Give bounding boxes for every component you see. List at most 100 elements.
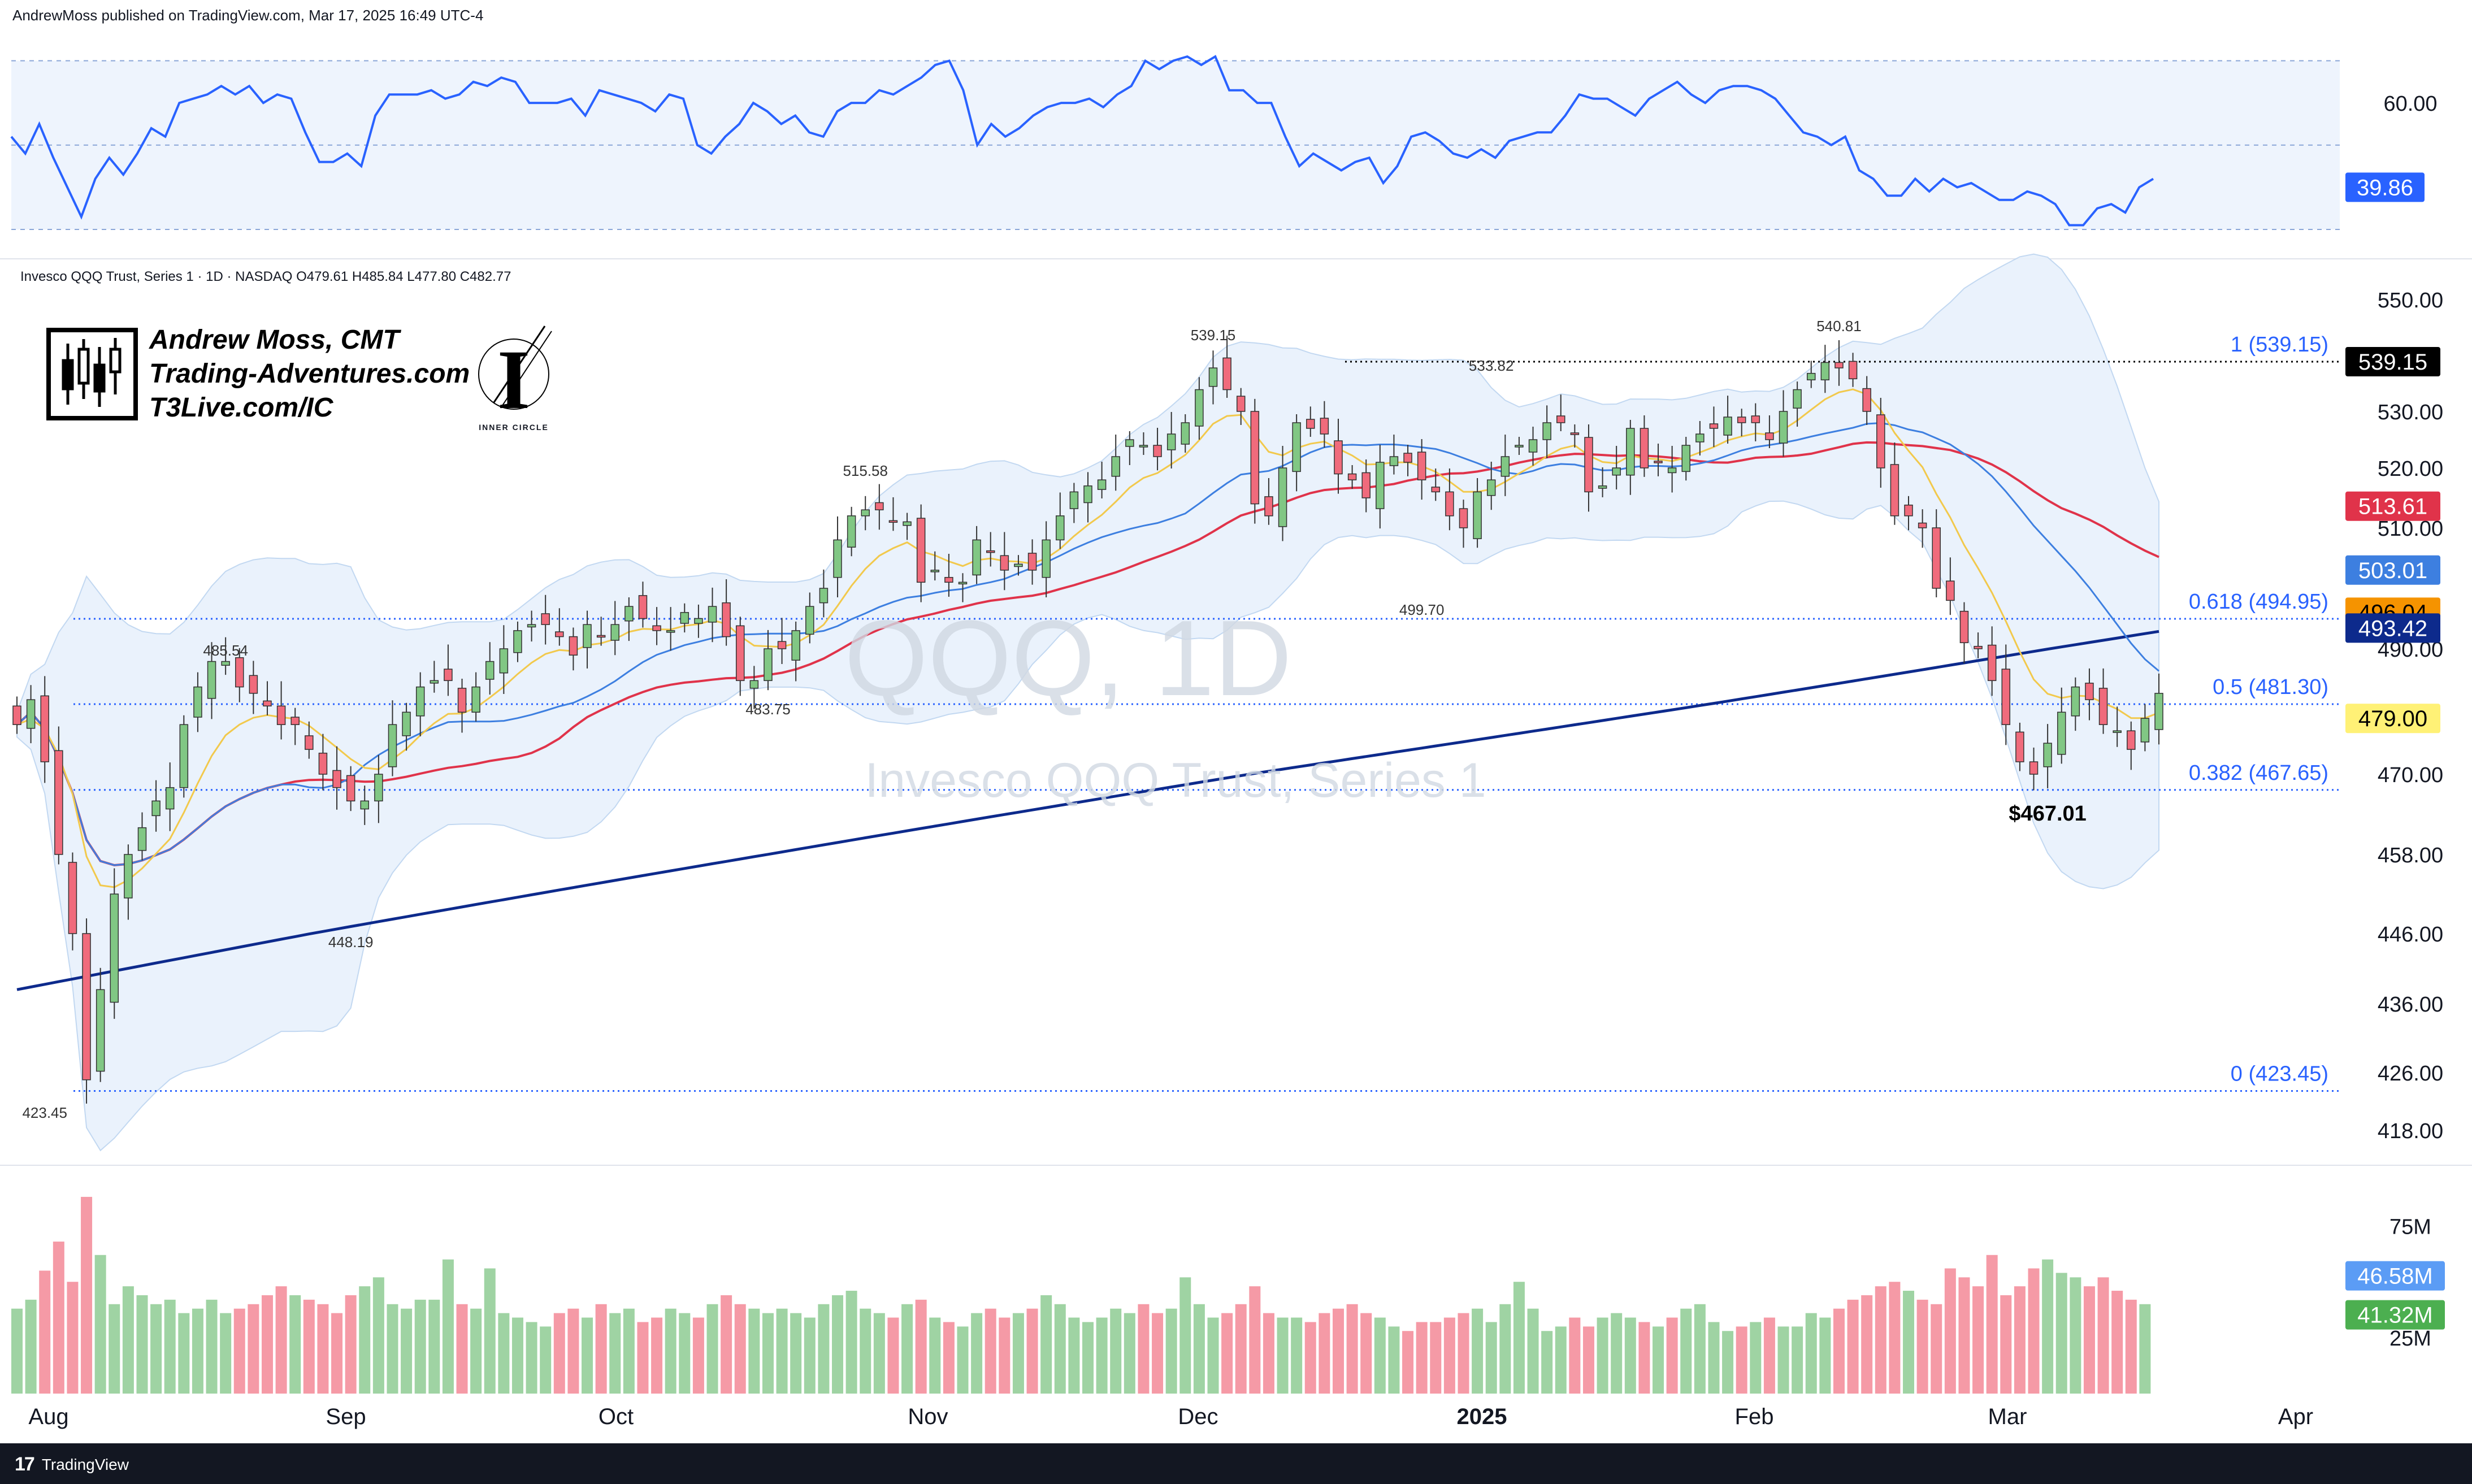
- rsi-tag-bg: [2345, 172, 2425, 202]
- volume-bar: [1750, 1322, 1762, 1394]
- volume-bar: [164, 1299, 176, 1394]
- volume-bar: [1736, 1326, 1747, 1394]
- candle-body: [1946, 580, 1955, 601]
- volume-bar: [1555, 1326, 1567, 1394]
- volume-bar: [1582, 1326, 1594, 1394]
- candle-body: [958, 582, 968, 585]
- tradingview-logo[interactable]: 17 TradingView: [15, 1453, 129, 1476]
- volume-tag-1: 41.32M: [2357, 1303, 2432, 1328]
- time-tick-0: Aug: [28, 1404, 68, 1429]
- candle-body: [207, 661, 216, 699]
- inner-circle-logo-icon: I INNER CIRCLE: [471, 323, 556, 436]
- volume-bar: [122, 1286, 134, 1394]
- volume-bar: [540, 1326, 552, 1394]
- bollinger-band: [16, 253, 2159, 1152]
- price-tag-5: 479.00: [2358, 706, 2427, 731]
- candle-body: [541, 613, 550, 625]
- fib-label-1: 0.618 (494.95): [2189, 590, 2328, 614]
- candle-body: [12, 705, 21, 725]
- candle-body: [735, 625, 745, 682]
- volume-bar: [1597, 1317, 1608, 1394]
- candle-body: [1222, 357, 1231, 390]
- volume-bar: [1861, 1295, 1873, 1394]
- candle-body: [444, 669, 453, 682]
- volume-bar: [1291, 1317, 1303, 1394]
- volume-bar: [1277, 1317, 1289, 1394]
- price-tag-bg-0: [2345, 347, 2440, 376]
- volume-bar: [248, 1304, 259, 1394]
- volume-bar: [1152, 1313, 1164, 1394]
- candle-body: [2001, 669, 2011, 725]
- tradingview-logo-text: TradingView: [41, 1455, 129, 1473]
- volume-bar: [1124, 1313, 1135, 1394]
- candle-body: [1403, 453, 1412, 463]
- volume-bar: [1694, 1304, 1706, 1394]
- brand-line-name: Andrew Moss, CMT: [149, 325, 400, 355]
- volume-bar: [1040, 1295, 1052, 1394]
- candle-body: [1890, 464, 1899, 517]
- volume-bar: [818, 1304, 830, 1394]
- volume-bar: [387, 1304, 398, 1394]
- volume-tag-bg-0: [2345, 1261, 2445, 1291]
- candle-body: [1500, 456, 1510, 477]
- volume-bar: [1722, 1331, 1734, 1394]
- candle-body: [2140, 718, 2150, 743]
- series-info: Invesco QQQ Trust, Series 1 · 1D · NASDA…: [20, 269, 511, 284]
- time-tick-7: Mar: [1988, 1404, 2027, 1429]
- price-tick-3: 510.00: [2378, 517, 2443, 541]
- tradingview-logo-icon: 17: [15, 1453, 35, 1475]
- volume-bar: [623, 1308, 635, 1394]
- fib-label-3: 0.382 (467.65): [2189, 761, 2328, 785]
- volume-bar: [1986, 1255, 1998, 1394]
- volume-bar: [706, 1304, 718, 1394]
- volume-bar: [345, 1295, 357, 1394]
- candle-body: [54, 750, 63, 855]
- volume-bar: [2014, 1286, 2026, 1394]
- volume-bar: [331, 1313, 343, 1394]
- price-tick-9: 426.00: [2378, 1062, 2443, 1086]
- volume-bar: [1346, 1304, 1358, 1394]
- price-tag-1: 513.61: [2358, 494, 2427, 519]
- volume-bar: [233, 1308, 245, 1394]
- volume-bar: [609, 1313, 621, 1394]
- candle-body: [666, 630, 675, 633]
- candle-body: [1389, 456, 1399, 466]
- candle-body: [471, 686, 480, 713]
- volume-bar: [261, 1295, 273, 1394]
- candle-body: [847, 515, 856, 548]
- candle-body: [40, 695, 49, 762]
- candle-body: [1681, 445, 1690, 472]
- candle-body: [1987, 644, 1997, 682]
- candle-body: [610, 624, 619, 641]
- volume-bar: [2028, 1268, 2040, 1394]
- volume-bar: [1263, 1313, 1274, 1394]
- volume-bar: [1889, 1282, 1901, 1394]
- volume-bar: [1458, 1313, 1469, 1394]
- candle-body: [388, 724, 397, 767]
- price-tag-bg-1: [2345, 491, 2440, 521]
- volume-bar: [1360, 1313, 1372, 1394]
- candle-body: [1320, 418, 1329, 435]
- candle-body: [1181, 422, 1190, 445]
- candle-body: [1515, 445, 1524, 448]
- candle-body: [1431, 487, 1441, 493]
- candle-body: [1904, 504, 1913, 517]
- volume-bar: [136, 1295, 148, 1394]
- volume-bar: [192, 1308, 203, 1394]
- candle-body: [1584, 437, 1593, 493]
- fib-label-4: 0 (423.45): [2231, 1062, 2328, 1086]
- volume-bar: [1513, 1282, 1525, 1394]
- volume-bar: [1819, 1317, 1831, 1394]
- volume-bar: [442, 1259, 454, 1394]
- candle-body: [2043, 743, 2052, 767]
- volume-tag-0: 46.58M: [2357, 1264, 2432, 1289]
- candle-body: [1236, 396, 1246, 412]
- branding-block: Andrew Moss, CMT Trading-Adventures.com …: [46, 323, 566, 448]
- volume-bar: [985, 1308, 996, 1394]
- volume-bar: [762, 1313, 774, 1394]
- volume-bar: [1012, 1313, 1024, 1394]
- candle-body: [1195, 389, 1204, 427]
- volume-bar: [2000, 1295, 2012, 1394]
- candle-body: [110, 893, 119, 1003]
- volume-bar: [470, 1308, 482, 1394]
